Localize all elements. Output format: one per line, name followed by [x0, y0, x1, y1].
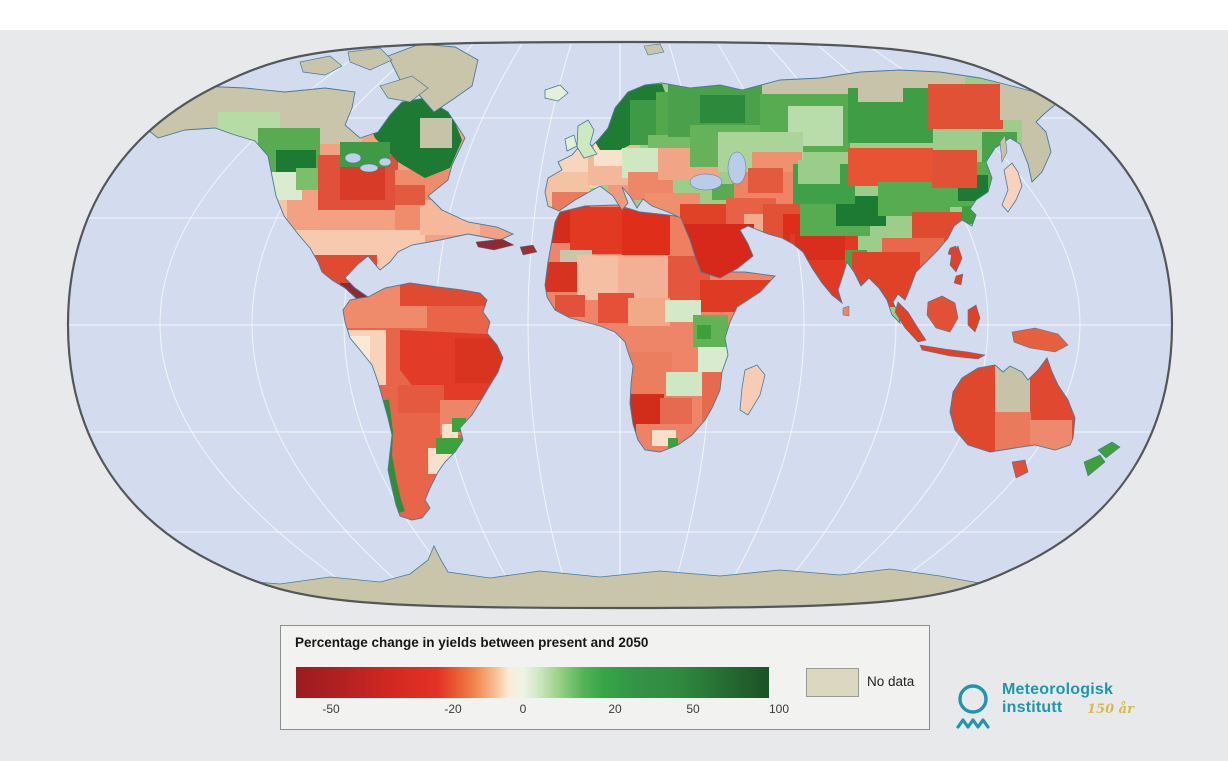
world-outline [66, 40, 1174, 610]
legend-box: Percentage change in yields between pres… [280, 625, 930, 730]
arctic-island-1 [299, 55, 343, 76]
uruguay-green [436, 438, 462, 454]
top-white-strip [0, 0, 1228, 30]
saus-salmon [995, 412, 1031, 452]
af-coast [544, 204, 776, 453]
brazil-deepred [455, 338, 503, 383]
zambia-palegreen [666, 372, 706, 396]
bolivia-red [398, 385, 444, 413]
nwrussia-dark [700, 95, 745, 123]
legend-tick-label: -50 [322, 702, 340, 716]
eu-coast [544, 69, 1057, 325]
new-guinea [1011, 327, 1069, 353]
yakutia-red [928, 84, 1003, 129]
new-zealand-south [1083, 454, 1106, 477]
madagascar [739, 364, 766, 416]
nsw-salmon [1030, 420, 1072, 452]
svalbard [643, 43, 665, 56]
legend-tick-label: 0 [519, 702, 527, 716]
caspian-sea [727, 151, 747, 185]
tasmania [1011, 459, 1029, 479]
libya-red [622, 209, 674, 257]
mauritania-darkred [545, 262, 577, 292]
nt-tan [995, 362, 1030, 412]
arabia-darkred [682, 224, 754, 282]
us-ne-red [395, 185, 425, 205]
philippines [949, 245, 963, 273]
caucasus-green [712, 184, 734, 200]
car-pale [628, 298, 670, 326]
sweden-green [630, 100, 658, 145]
logo-line2: institutt [1002, 699, 1063, 716]
angola-salmon [628, 352, 672, 400]
legend-tick-label: 20 [608, 702, 622, 716]
ssudan-palegreen [665, 300, 701, 322]
legend-gradient-bar [296, 667, 769, 698]
iceland [544, 84, 569, 102]
hispaniola [519, 244, 538, 256]
sri-lanka [842, 305, 850, 317]
csiberia-tan [858, 76, 903, 102]
us-red-deep [340, 165, 385, 200]
sumatra [894, 301, 927, 343]
borneo [926, 295, 959, 333]
mongolia-redorange [848, 148, 933, 186]
logo-text: Meteorologisk institutt [1002, 681, 1113, 717]
uzbek-red [748, 168, 783, 193]
labrador-tan [420, 118, 452, 148]
great-lakes [344, 152, 392, 173]
graticule-meridian [527, 43, 572, 605]
eeurope-palegreen [622, 148, 667, 178]
new-zealand-north [1097, 441, 1121, 459]
sulawesi [967, 304, 981, 333]
black-sea [689, 173, 723, 191]
legend-ticks: -50 -20 0 20 50 100 [296, 702, 789, 718]
niger-chad-pale [618, 255, 670, 303]
na-coast [147, 85, 515, 301]
sa-coast [342, 282, 504, 521]
nigeria-red [598, 293, 634, 323]
legend-tick-label: -20 [444, 702, 462, 716]
au-coast [949, 357, 1076, 453]
manchuria-red [932, 150, 977, 188]
logo-anniversary: 150 år [1087, 702, 1134, 717]
uganda-green [697, 325, 711, 339]
nchina-green [878, 182, 950, 216]
java [919, 344, 986, 360]
met-logo-icon [956, 684, 990, 729]
uk [576, 119, 598, 159]
sun-circle-icon [958, 684, 988, 714]
xinjiang-pale [798, 160, 840, 184]
arctic-island-2 [347, 47, 393, 71]
japan [1001, 162, 1023, 213]
legend-tick-label: 100 [768, 702, 790, 716]
tanzania-palegreen [698, 347, 730, 375]
no-data-label: No data [867, 674, 915, 689]
algeria-red [570, 207, 628, 254]
met-norway-logo: Meteorologisk institutt 150 år [940, 675, 1170, 745]
mali-pale [577, 255, 622, 300]
cuba [475, 238, 515, 251]
ireland [564, 134, 578, 152]
wave-icon [956, 718, 990, 729]
no-data-swatch [806, 668, 859, 697]
legend-title: Percentage change in yields between pres… [295, 635, 649, 650]
wafrica-red [555, 295, 585, 317]
logo-line1: Meteorologisk [1002, 681, 1114, 698]
legend-tick-label: 50 [686, 702, 700, 716]
nwus-green [296, 168, 324, 190]
philippines-2 [953, 273, 964, 286]
sakhalin [999, 134, 1008, 164]
baffin-island [379, 75, 429, 103]
